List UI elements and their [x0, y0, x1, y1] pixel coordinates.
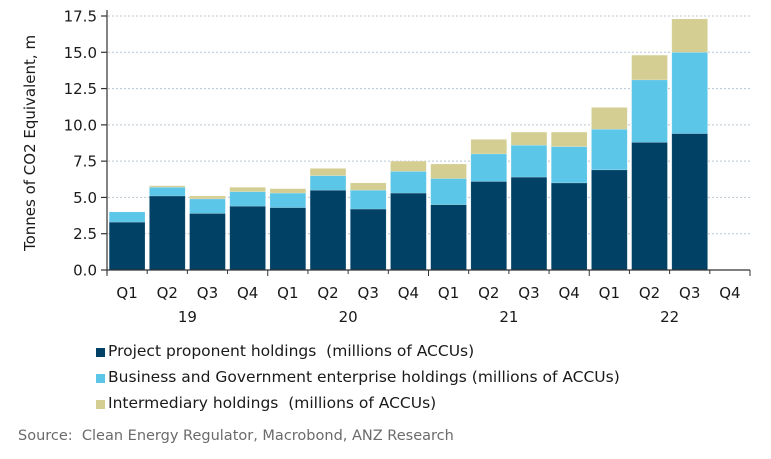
- x-tick-label: Q4: [237, 284, 258, 302]
- bar-segment-intermediary: [309, 168, 347, 176]
- bar-segment-intermediary: [430, 163, 467, 179]
- y-tick-label: 7.5: [73, 153, 97, 171]
- x-year-label: 22: [660, 308, 679, 326]
- bar-segment-project-proponent: [510, 176, 548, 271]
- bar-segment-project-proponent: [229, 205, 266, 271]
- gridlines: [108, 15, 750, 235]
- bar-segment-business-government: [671, 51, 708, 134]
- bar-segment-business-government: [350, 189, 387, 210]
- bar-segment-intermediary: [671, 18, 708, 53]
- bar-segment-intermediary: [591, 107, 628, 130]
- bar-segment-intermediary: [269, 188, 307, 194]
- legend-swatch-intermediary: [96, 399, 105, 409]
- bar-segment-project-proponent: [671, 133, 708, 271]
- legend-swatch-project-proponent: [96, 347, 105, 357]
- x-tick-label: Q3: [197, 284, 218, 302]
- bars: [108, 18, 708, 271]
- y-axis-label: Tonnes of CO2 Equivalent, m: [21, 35, 39, 252]
- bar-segment-business-government: [591, 128, 628, 171]
- bar-segment-intermediary: [229, 186, 266, 192]
- x-year-label: 19: [178, 308, 197, 326]
- bar-segment-project-proponent: [470, 181, 507, 271]
- bar-segment-intermediary: [550, 131, 588, 147]
- x-tick-label: Q1: [277, 284, 298, 302]
- bar-segment-project-proponent: [189, 213, 226, 271]
- bar-segment-project-proponent: [309, 189, 347, 271]
- x-tick-label: Q2: [317, 284, 338, 302]
- bar-segment-business-government: [108, 211, 146, 223]
- y-tick-label: 10.0: [64, 116, 97, 134]
- y-axis-ticks: 0.0 2.5 5.0 7.5 10.0 12.5 15.0 17.5: [64, 8, 107, 280]
- x-year-label: 20: [339, 308, 358, 326]
- bar-segment-intermediary: [390, 160, 427, 172]
- x-tick-label: Q4: [398, 284, 419, 302]
- x-tick-label: Q1: [599, 284, 620, 302]
- bar-segment-project-proponent: [591, 169, 628, 271]
- y-tick-label: 12.5: [64, 80, 97, 98]
- x-axis-ticks: Q1 Q2 Q3 Q4 Q1 Q2 Q3 Q4 Q1 Q2 Q3 Q4 Q1 Q2 Q3 Q4 19 20 21 22: [106, 270, 751, 326]
- bar-segment-intermediary: [470, 139, 507, 155]
- bar-segment-business-government: [470, 153, 507, 182]
- bar-segment-business-government: [510, 144, 548, 178]
- bar-segment-business-government: [269, 192, 307, 208]
- bar-segment-intermediary: [631, 54, 668, 81]
- legend-item-intermediary: Intermediary holdings (millions of ACCUs…: [96, 390, 620, 416]
- bar-segment-project-proponent: [430, 204, 467, 271]
- bar-segment-intermediary: [350, 182, 387, 191]
- y-tick-label: 5.0: [73, 189, 97, 207]
- bar-segment-project-proponent: [108, 221, 146, 271]
- bar-segment-project-proponent: [269, 207, 307, 271]
- x-tick-label: Q3: [358, 284, 379, 302]
- x-tick-label: Q2: [157, 284, 178, 302]
- x-tick-label: Q1: [438, 284, 459, 302]
- bar-segment-project-proponent: [390, 192, 427, 271]
- y-tick-label: 0.0: [73, 262, 97, 280]
- x-tick-label: Q4: [719, 284, 740, 302]
- legend-item-project-proponent: Project proponent holdings (millions of …: [96, 338, 620, 364]
- source-note: Source: Clean Energy Regulator, Macrobon…: [18, 428, 454, 444]
- bar-segment-business-government: [229, 191, 266, 207]
- bar-segment-business-government: [189, 198, 226, 214]
- bar-segment-project-proponent: [631, 141, 668, 271]
- legend-label: Project proponent holdings (millions of …: [108, 342, 475, 360]
- y-tick-label: 15.0: [64, 44, 97, 62]
- x-tick-label: Q3: [679, 284, 700, 302]
- bar-segment-intermediary: [189, 195, 226, 200]
- bar-segment-project-proponent: [350, 208, 387, 271]
- x-tick-label: Q3: [518, 284, 539, 302]
- legend-swatch-business-government: [96, 373, 105, 383]
- x-tick-label: Q2: [478, 284, 499, 302]
- bar-segment-business-government: [550, 146, 588, 184]
- x-tick-label: Q2: [639, 284, 660, 302]
- x-tick-label: Q1: [116, 284, 137, 302]
- bar-segment-business-government: [390, 171, 427, 194]
- bar-segment-project-proponent: [149, 195, 186, 271]
- legend-item-business-government: Business and Government enterprise holdi…: [96, 364, 620, 390]
- bar-segment-intermediary: [510, 131, 548, 146]
- bar-segment-business-government: [149, 186, 186, 197]
- bar-segment-business-government: [430, 178, 467, 205]
- x-year-label: 21: [499, 308, 518, 326]
- bar-segment-intermediary: [149, 185, 186, 188]
- chart: 0.02.55.07.510.012.515.017.5 Q1 Q2 Q3 Q4 Q1 Q…: [21, 8, 751, 326]
- legend-label: Intermediary holdings (millions of ACCUs…: [108, 394, 437, 412]
- x-tick-label: Q4: [558, 284, 579, 302]
- legend-label: Business and Government enterprise holdi…: [108, 368, 620, 386]
- y-tick-label: 2.5: [73, 225, 97, 243]
- y-tick-label: 17.5: [64, 8, 97, 26]
- bar-segment-business-government: [309, 175, 347, 191]
- bar-segment-project-proponent: [550, 182, 588, 271]
- legend: Project proponent holdings (millions of …: [96, 338, 620, 416]
- bar-segment-business-government: [631, 79, 668, 143]
